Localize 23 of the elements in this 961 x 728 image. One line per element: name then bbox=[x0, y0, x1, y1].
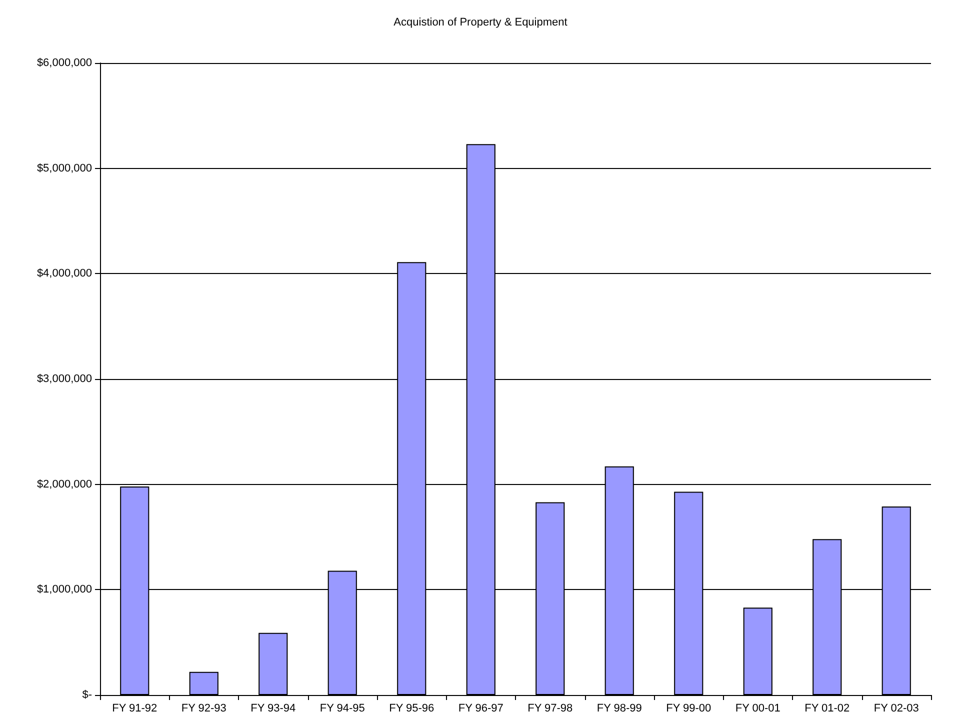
x-tick-label: FY 02-03 bbox=[874, 702, 919, 714]
y-tick-label: $6,000,000 bbox=[36, 57, 92, 69]
y-tick-label: $2,000,000 bbox=[36, 478, 92, 490]
x-tick-label: FY 91-92 bbox=[112, 702, 158, 714]
x-tick-label: FY 00-01 bbox=[735, 702, 780, 714]
x-tick-label: FY 95-96 bbox=[389, 702, 434, 714]
y-tick-label: $4,000,000 bbox=[36, 268, 92, 280]
chart-title: Acquistion of Property & Equipment bbox=[394, 16, 568, 28]
y-tick-label: $1,000,000 bbox=[36, 584, 92, 596]
y-tick-label: $5,000,000 bbox=[36, 162, 92, 174]
bar bbox=[258, 632, 288, 695]
x-tick-label: FY 92-93 bbox=[181, 702, 226, 714]
x-tick-label: FY 96-97 bbox=[458, 702, 504, 714]
x-tick-label: FY 99-00 bbox=[666, 702, 712, 714]
x-tick-label: FY 97-98 bbox=[528, 702, 573, 714]
x-tick-label: FY 94-95 bbox=[320, 702, 365, 714]
x-tick-label: FY 98-99 bbox=[596, 702, 642, 714]
bar bbox=[189, 672, 218, 695]
bar bbox=[743, 608, 772, 695]
y-tick-label: $3,000,000 bbox=[36, 373, 92, 385]
y-tick-label: $- bbox=[82, 689, 92, 701]
x-tick-label: FY 01-02 bbox=[804, 702, 850, 714]
x-tick-label: FY 93-94 bbox=[250, 702, 296, 714]
